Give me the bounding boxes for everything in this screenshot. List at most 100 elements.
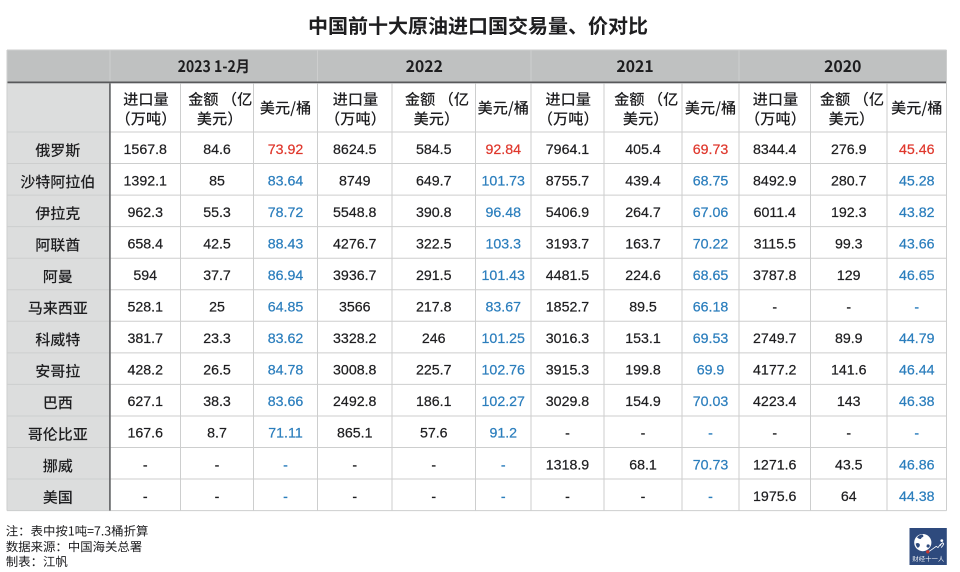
svg-text:-: - (772, 300, 777, 316)
svg-text:-: - (501, 457, 506, 473)
svg-text:86.94: 86.94 (268, 268, 304, 284)
svg-text:1318.9: 1318.9 (546, 457, 590, 473)
svg-text:66.18: 66.18 (693, 300, 729, 316)
svg-text:3193.7: 3193.7 (546, 236, 590, 252)
svg-text:-: - (431, 489, 436, 505)
svg-text:4481.5: 4481.5 (546, 268, 590, 284)
svg-text:-: - (641, 489, 646, 505)
svg-text:154.9: 154.9 (625, 394, 661, 410)
svg-text:428.2: 428.2 (127, 363, 163, 379)
svg-text:83.64: 83.64 (268, 173, 304, 189)
svg-text:1567.8: 1567.8 (124, 142, 168, 158)
svg-text:528.1: 528.1 (127, 300, 163, 316)
svg-text:44.79: 44.79 (899, 331, 935, 347)
svg-text:-: - (215, 457, 220, 473)
svg-text:291.5: 291.5 (416, 268, 452, 284)
svg-text:6011.4: 6011.4 (754, 205, 796, 221)
svg-text:-: - (352, 489, 357, 505)
svg-text:73.92: 73.92 (268, 142, 304, 158)
svg-text:5406.9: 5406.9 (546, 205, 590, 221)
svg-text:99.3: 99.3 (835, 236, 863, 252)
svg-text:68.65: 68.65 (693, 268, 729, 284)
svg-text:-: - (215, 489, 220, 505)
svg-text:439.4: 439.4 (625, 173, 661, 189)
svg-text:129: 129 (837, 268, 861, 284)
svg-text:42.5: 42.5 (203, 236, 231, 252)
svg-text:83.66: 83.66 (268, 394, 304, 410)
svg-text:91.2: 91.2 (489, 426, 517, 442)
svg-text:8492.9: 8492.9 (753, 173, 797, 189)
svg-text:-: - (708, 426, 713, 442)
svg-text:89.5: 89.5 (629, 300, 657, 316)
svg-text:4276.7: 4276.7 (333, 236, 377, 252)
svg-text:4177.2: 4177.2 (753, 363, 797, 379)
svg-text:658.4: 658.4 (127, 236, 163, 252)
svg-text:-: - (143, 489, 148, 505)
svg-text:44.38: 44.38 (899, 489, 935, 505)
svg-text:264.7: 264.7 (625, 205, 661, 221)
svg-text:-: - (283, 489, 288, 505)
svg-text:23.3: 23.3 (203, 331, 231, 347)
svg-text:64: 64 (841, 489, 857, 505)
svg-text:103.3: 103.3 (485, 236, 521, 252)
svg-text:3936.7: 3936.7 (333, 268, 377, 284)
svg-text:-: - (846, 426, 851, 442)
svg-text:2749.7: 2749.7 (753, 331, 797, 347)
svg-text:78.72: 78.72 (268, 205, 304, 221)
svg-text:85: 85 (209, 173, 225, 189)
svg-text:4223.4: 4223.4 (753, 394, 797, 410)
svg-text:381.7: 381.7 (127, 331, 163, 347)
svg-text:-: - (641, 426, 646, 442)
svg-text:68.1: 68.1 (629, 457, 657, 473)
svg-text:153.1: 153.1 (625, 331, 661, 347)
svg-text:865.1: 865.1 (337, 426, 373, 442)
svg-text:71.11: 71.11 (268, 426, 303, 442)
svg-text:69.73: 69.73 (693, 142, 729, 158)
svg-text:627.1: 627.1 (127, 394, 163, 410)
svg-text:69.9: 69.9 (697, 363, 725, 379)
svg-text:70.22: 70.22 (693, 236, 729, 252)
svg-text:-: - (565, 426, 570, 442)
svg-text:43.66: 43.66 (899, 236, 935, 252)
svg-text:649.7: 649.7 (416, 173, 452, 189)
svg-text:-: - (565, 489, 570, 505)
svg-text:55.3: 55.3 (203, 205, 231, 221)
svg-text:224.6: 224.6 (625, 268, 661, 284)
svg-text:7964.1: 7964.1 (546, 142, 590, 158)
svg-text:186.1: 186.1 (416, 394, 452, 410)
svg-text:92.84: 92.84 (485, 142, 521, 158)
svg-text:8749: 8749 (339, 173, 371, 189)
svg-text:-: - (914, 300, 919, 316)
svg-text:83.62: 83.62 (268, 331, 304, 347)
svg-text:-: - (431, 457, 436, 473)
svg-text:8755.7: 8755.7 (546, 173, 590, 189)
svg-text:280.7: 280.7 (831, 173, 867, 189)
svg-text:46.65: 46.65 (899, 268, 935, 284)
svg-text:1975.6: 1975.6 (753, 489, 797, 505)
svg-text:43.82: 43.82 (899, 205, 935, 221)
svg-text:25: 25 (209, 300, 225, 316)
svg-text:84.6: 84.6 (203, 142, 231, 158)
svg-text:70.03: 70.03 (693, 394, 729, 410)
svg-text:89.9: 89.9 (835, 331, 863, 347)
svg-text:3029.8: 3029.8 (546, 394, 590, 410)
svg-text:46.86: 46.86 (899, 457, 935, 473)
svg-text:102.27: 102.27 (482, 394, 526, 410)
svg-text:163.7: 163.7 (625, 236, 661, 252)
svg-text:246: 246 (422, 331, 446, 347)
svg-text:141.6: 141.6 (831, 363, 867, 379)
svg-text:101.73: 101.73 (482, 173, 526, 189)
svg-text:276.9: 276.9 (831, 142, 867, 158)
svg-text:46.44: 46.44 (899, 363, 935, 379)
svg-text:3787.8: 3787.8 (753, 268, 797, 284)
svg-text:70.73: 70.73 (693, 457, 729, 473)
svg-text:3915.3: 3915.3 (546, 363, 590, 379)
svg-text:101.43: 101.43 (482, 268, 526, 284)
svg-text:-: - (501, 489, 506, 505)
svg-text:3328.2: 3328.2 (333, 331, 377, 347)
svg-text:322.5: 322.5 (416, 236, 452, 252)
svg-text:225.7: 225.7 (416, 363, 452, 379)
svg-text:69.53: 69.53 (693, 331, 729, 347)
svg-text:-: - (143, 457, 148, 473)
svg-text:1852.7: 1852.7 (546, 300, 590, 316)
